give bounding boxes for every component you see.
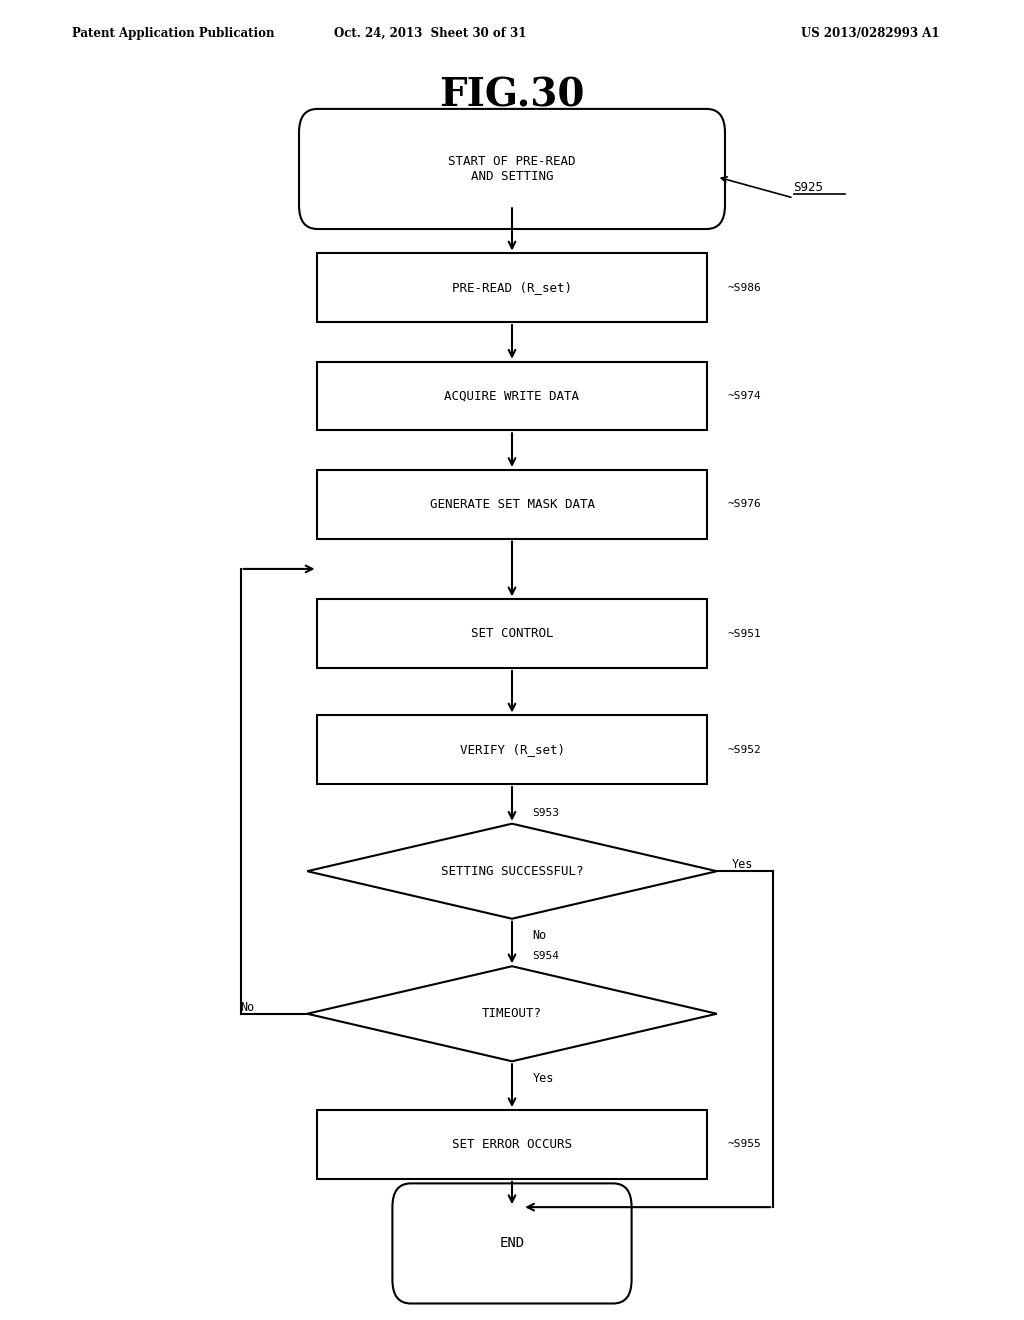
Text: SET ERROR OCCURS: SET ERROR OCCURS	[452, 1138, 572, 1151]
FancyBboxPatch shape	[392, 1183, 632, 1304]
Text: ~S952: ~S952	[727, 744, 761, 755]
Text: No: No	[241, 1001, 255, 1014]
FancyBboxPatch shape	[317, 253, 707, 322]
Text: PRE-READ (R_set): PRE-READ (R_set)	[452, 281, 572, 294]
Text: No: No	[532, 929, 547, 942]
Text: START OF PRE-READ
AND SETTING: START OF PRE-READ AND SETTING	[449, 154, 575, 183]
Text: ACQUIRE WRITE DATA: ACQUIRE WRITE DATA	[444, 389, 580, 403]
Polygon shape	[307, 824, 717, 919]
Text: END: END	[500, 1237, 524, 1250]
Text: Patent Application Publication: Patent Application Publication	[72, 26, 274, 40]
Text: Yes: Yes	[532, 1072, 554, 1085]
FancyBboxPatch shape	[299, 110, 725, 230]
Text: SET CONTROL: SET CONTROL	[471, 627, 553, 640]
Text: S953: S953	[532, 808, 559, 818]
Text: Oct. 24, 2013  Sheet 30 of 31: Oct. 24, 2013 Sheet 30 of 31	[334, 26, 526, 40]
FancyBboxPatch shape	[317, 715, 707, 784]
Text: FIG.30: FIG.30	[439, 77, 585, 114]
Text: S954: S954	[532, 950, 559, 961]
Text: SETTING SUCCESSFUL?: SETTING SUCCESSFUL?	[440, 865, 584, 878]
Polygon shape	[307, 966, 717, 1061]
FancyBboxPatch shape	[317, 470, 707, 539]
Text: S925: S925	[794, 181, 823, 194]
Text: VERIFY (R_set): VERIFY (R_set)	[460, 743, 564, 756]
Text: GENERATE SET MASK DATA: GENERATE SET MASK DATA	[429, 498, 595, 511]
Text: ~S976: ~S976	[727, 499, 761, 510]
Text: ~S955: ~S955	[727, 1139, 761, 1150]
FancyBboxPatch shape	[317, 362, 707, 430]
Text: ~S974: ~S974	[727, 391, 761, 401]
Text: Yes: Yes	[732, 858, 754, 871]
Text: ~S986: ~S986	[727, 282, 761, 293]
Text: TIMEOUT?: TIMEOUT?	[482, 1007, 542, 1020]
FancyBboxPatch shape	[317, 1110, 707, 1179]
Text: US 2013/0282993 A1: US 2013/0282993 A1	[801, 26, 940, 40]
Text: ~S951: ~S951	[727, 628, 761, 639]
FancyBboxPatch shape	[317, 599, 707, 668]
